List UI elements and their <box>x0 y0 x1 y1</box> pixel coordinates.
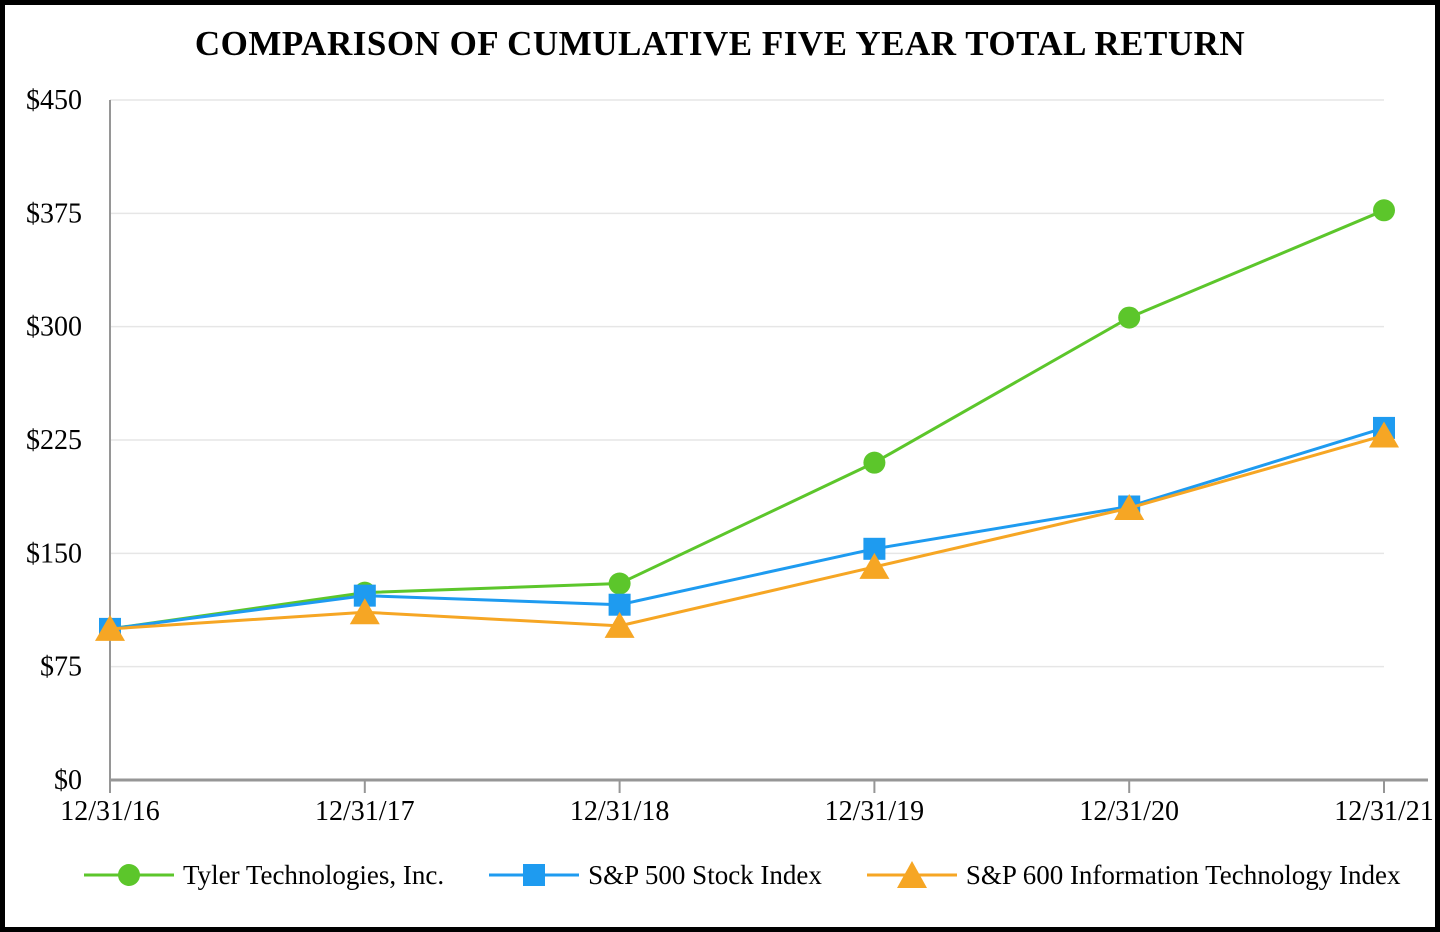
x-axis-label: 12/31/20 <box>1079 796 1179 827</box>
x-axis-label: 12/31/18 <box>570 796 670 827</box>
legend-label: Tyler Technologies, Inc. <box>183 859 445 890</box>
x-axis-label: 12/31/16 <box>60 796 160 827</box>
y-axis-label: $75 <box>40 652 82 683</box>
marker-circle <box>1118 306 1141 329</box>
marker-square <box>353 584 376 607</box>
legend-label: S&P 500 Stock Index <box>588 859 822 890</box>
legend-item-tyler: Tyler Technologies, Inc. <box>83 858 444 892</box>
legend-marker-circle-icon <box>84 864 174 886</box>
legend-item-sp600it: S&P 600 Information Technology Index <box>866 858 1401 892</box>
x-axis-label: 12/31/19 <box>825 796 925 827</box>
chart-title: COMPARISON OF CUMULATIVE FIVE YEAR TOTAL… <box>194 24 1246 63</box>
marker-triangle <box>349 598 380 625</box>
marker-triangle <box>604 611 635 638</box>
legend-label: S&P 600 Information Technology Index <box>965 859 1401 890</box>
y-axis-label: $300 <box>26 312 82 343</box>
marker-circle <box>608 572 631 595</box>
y-axis-label: $150 <box>26 538 82 569</box>
legend: Tyler Technologies, Inc. S&P 500 Stock I… <box>83 858 1400 892</box>
legend-marker-square-icon <box>489 864 580 886</box>
marker-triangle <box>95 614 125 641</box>
series-line <box>108 208 1386 631</box>
marker-circle <box>1373 199 1395 222</box>
y-axis-label: $375 <box>26 198 82 229</box>
marker-square <box>608 593 631 616</box>
marker-square <box>863 537 886 560</box>
x-axis-label: 12/31/21 <box>1334 796 1434 827</box>
y-axis-label: $0 <box>54 765 82 796</box>
marker-triangle <box>1369 421 1399 448</box>
marker-triangle <box>859 552 890 579</box>
marker-triangle <box>1114 494 1145 520</box>
series-line <box>108 426 1386 631</box>
legend-marker-triangle-icon <box>866 861 957 888</box>
legend-item-sp500: S&P 500 Stock Index <box>488 858 822 892</box>
y-axis-label: $450 <box>26 85 82 116</box>
x-axis-label: 12/31/17 <box>315 796 415 827</box>
y-axis-label: $225 <box>26 425 82 456</box>
marker-circle <box>863 451 886 474</box>
series-line <box>108 433 1386 631</box>
